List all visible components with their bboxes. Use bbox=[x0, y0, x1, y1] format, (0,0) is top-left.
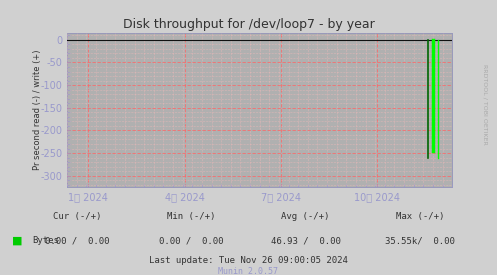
Text: Min (-/+): Min (-/+) bbox=[167, 212, 216, 221]
Text: Munin 2.0.57: Munin 2.0.57 bbox=[219, 267, 278, 275]
Text: RRDTOOL / TOBI OETIKER: RRDTOOL / TOBI OETIKER bbox=[482, 64, 487, 145]
Text: 46.93 /  0.00: 46.93 / 0.00 bbox=[271, 236, 340, 245]
Text: 0.00 /  0.00: 0.00 / 0.00 bbox=[159, 236, 224, 245]
Text: ■: ■ bbox=[12, 235, 23, 245]
Text: Max (-/+): Max (-/+) bbox=[396, 212, 444, 221]
Text: Bytes: Bytes bbox=[32, 236, 59, 245]
Y-axis label: Pr second read (-) / write (+): Pr second read (-) / write (+) bbox=[33, 50, 42, 170]
Text: Disk throughput for /dev/loop7 - by year: Disk throughput for /dev/loop7 - by year bbox=[123, 18, 374, 31]
Text: Cur (-/+): Cur (-/+) bbox=[53, 212, 101, 221]
Text: 0.00 /  0.00: 0.00 / 0.00 bbox=[45, 236, 109, 245]
Text: Last update: Tue Nov 26 09:00:05 2024: Last update: Tue Nov 26 09:00:05 2024 bbox=[149, 256, 348, 265]
Text: 35.55k/  0.00: 35.55k/ 0.00 bbox=[385, 236, 455, 245]
Text: Avg (-/+): Avg (-/+) bbox=[281, 212, 330, 221]
